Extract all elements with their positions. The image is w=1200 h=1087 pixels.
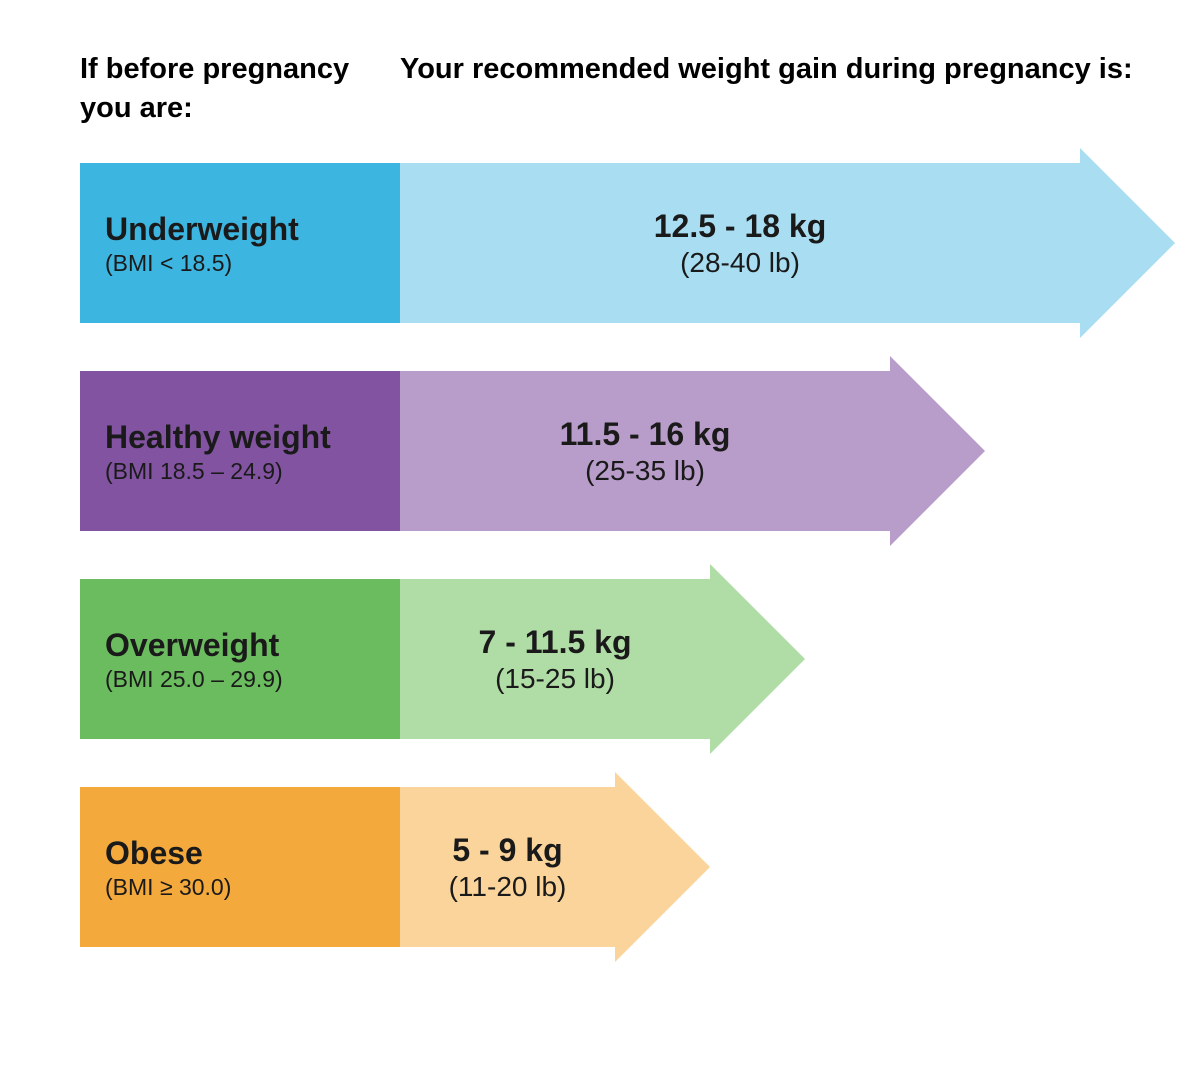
header-right: Your recommended weight gain during preg… [400,50,1160,128]
weight-arrow: 12.5 - 18 kg (28-40 lb) [400,163,1080,323]
category-title: Underweight [105,210,400,248]
category-title: Obese [105,834,400,872]
category-title: Overweight [105,626,400,664]
row-healthy: Healthy weight (BMI 18.5 – 24.9) 11.5 - … [80,371,1160,531]
weight-kg: 5 - 9 kg [452,832,562,869]
category-bmi: (BMI 18.5 – 24.9) [105,458,400,485]
weight-kg: 12.5 - 18 kg [654,208,827,245]
row-underweight: Underweight (BMI < 18.5) 12.5 - 18 kg (2… [80,163,1160,323]
arrow-head-icon [615,772,710,962]
row-obese: Obese (BMI ≥ 30.0) 5 - 9 kg (11-20 lb) [80,787,1160,947]
arrow-rows: Underweight (BMI < 18.5) 12.5 - 18 kg (2… [80,163,1160,947]
category-bmi: (BMI 25.0 – 29.9) [105,666,400,693]
category-box: Healthy weight (BMI 18.5 – 24.9) [80,371,400,531]
weight-body: 12.5 - 18 kg (28-40 lb) [400,163,1080,323]
arrow-head-icon [890,356,985,546]
arrow-head-icon [710,564,805,754]
weight-body: 5 - 9 kg (11-20 lb) [400,787,615,947]
weight-arrow: 7 - 11.5 kg (15-25 lb) [400,579,710,739]
arrow-head-icon [1080,148,1175,338]
weight-arrow: 5 - 9 kg (11-20 lb) [400,787,615,947]
category-box: Obese (BMI ≥ 30.0) [80,787,400,947]
headers: If before pregnancy you are: Your recomm… [80,50,1160,128]
category-title: Healthy weight [105,418,400,456]
category-box: Overweight (BMI 25.0 – 29.9) [80,579,400,739]
weight-lb: (28-40 lb) [680,247,800,279]
weight-kg: 7 - 11.5 kg [479,624,632,661]
weight-body: 7 - 11.5 kg (15-25 lb) [400,579,710,739]
category-box: Underweight (BMI < 18.5) [80,163,400,323]
weight-lb: (11-20 lb) [449,871,567,903]
weight-arrow: 11.5 - 16 kg (25-35 lb) [400,371,890,531]
weight-kg: 11.5 - 16 kg [560,416,731,453]
header-left: If before pregnancy you are: [80,50,400,128]
weight-lb: (25-35 lb) [585,455,705,487]
category-bmi: (BMI < 18.5) [105,250,400,277]
row-overweight: Overweight (BMI 25.0 – 29.9) 7 - 11.5 kg… [80,579,1160,739]
category-bmi: (BMI ≥ 30.0) [105,874,400,901]
weight-lb: (15-25 lb) [495,663,615,695]
weight-body: 11.5 - 16 kg (25-35 lb) [400,371,890,531]
